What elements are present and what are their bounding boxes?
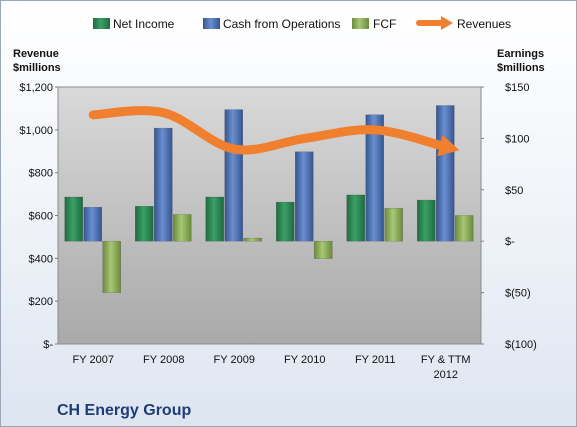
left-tick-label: $600 bbox=[29, 211, 53, 223]
legend-arrowhead-revenues bbox=[441, 16, 453, 30]
right-axis-title-line1: Earnings bbox=[497, 48, 544, 60]
bar-fcf bbox=[314, 240, 333, 259]
left-tick-label: $200 bbox=[29, 296, 53, 308]
left-tick-label: $400 bbox=[29, 253, 53, 265]
bar-cash-from-operations bbox=[436, 105, 455, 242]
bar-series bbox=[64, 105, 474, 293]
legend-label-cash-from-operations: Cash from Operations bbox=[223, 17, 340, 31]
left-axis-title-line1: Revenue bbox=[13, 48, 59, 60]
legend-swatch-net-income bbox=[93, 18, 110, 29]
legend-swatch-cash-from-operations bbox=[203, 18, 220, 29]
revenue-line-path bbox=[88, 106, 451, 155]
left-axis-title-line2: $millions bbox=[13, 62, 61, 74]
bar-fcf bbox=[243, 237, 262, 242]
left-tick-label: $- bbox=[43, 339, 53, 351]
chart-title: CH Energy Group bbox=[57, 402, 191, 419]
legend-item-revenues: Revenues bbox=[416, 16, 511, 31]
left-tick-label: $1,000 bbox=[19, 125, 53, 137]
plot-area bbox=[57, 86, 482, 345]
revenue-line bbox=[88, 106, 460, 157]
legend-label-revenues: Revenues bbox=[457, 17, 511, 31]
legend-item-fcf: FCF bbox=[352, 17, 396, 31]
bar-cash-from-operations bbox=[365, 114, 384, 242]
bar-net-income bbox=[417, 199, 436, 242]
bar-cash-from-operations bbox=[83, 207, 102, 242]
right-tick-label: $100 bbox=[505, 133, 529, 145]
bar-fcf bbox=[173, 214, 192, 242]
bar-fcf bbox=[384, 208, 403, 242]
left-tick-label: $1,200 bbox=[19, 82, 53, 94]
right-tick-label: $- bbox=[505, 236, 515, 248]
bar-cash-from-operations bbox=[224, 109, 243, 242]
legend-item-net-income: Net Income bbox=[93, 17, 175, 31]
legend-swatch-fcf bbox=[352, 18, 369, 29]
right-tick-label: $(100) bbox=[505, 339, 537, 351]
left-axis-ticks: $- $200 $400 $600 $800 $1,000 $1,200 bbox=[19, 82, 58, 351]
bar-net-income bbox=[64, 196, 83, 242]
bar-net-income bbox=[205, 196, 224, 242]
category-label: FY 2008 bbox=[143, 354, 184, 366]
right-axis-title-line2: $millions bbox=[497, 62, 545, 74]
category-label: FY 2011 bbox=[355, 354, 396, 366]
bar-fcf bbox=[102, 240, 121, 293]
category-label: FY 2010 bbox=[284, 354, 325, 366]
bar-net-income bbox=[346, 194, 365, 242]
category-label: FY 2009 bbox=[214, 354, 255, 366]
bar-cash-from-operations bbox=[295, 151, 314, 242]
legend: Net Income Cash from Operations FCF Reve… bbox=[93, 16, 511, 31]
bar-net-income bbox=[135, 205, 154, 242]
right-axis-ticks: $(100) $(50) $- $50 $100 $150 bbox=[481, 82, 537, 351]
legend-item-cash-from-operations: Cash from Operations bbox=[203, 17, 340, 31]
bar-net-income bbox=[276, 201, 295, 242]
bar-cash-from-operations bbox=[154, 127, 173, 242]
legend-label-fcf: FCF bbox=[373, 17, 396, 31]
revenue-line-arrowhead bbox=[437, 134, 460, 157]
bar-fcf bbox=[455, 215, 474, 242]
category-labels: FY 2007 FY 2008 FY 2009 FY 2010 FY 2011 FY & … bbox=[73, 354, 471, 381]
legend-label-net-income: Net Income bbox=[113, 17, 175, 31]
category-label: FY & TTM bbox=[421, 354, 471, 366]
category-label: 2012 bbox=[434, 369, 458, 381]
left-tick-label: $800 bbox=[29, 168, 53, 180]
right-tick-label: $150 bbox=[505, 82, 529, 94]
right-tick-label: $(50) bbox=[505, 288, 531, 300]
category-label: FY 2007 bbox=[73, 354, 114, 366]
right-tick-label: $50 bbox=[505, 185, 523, 197]
